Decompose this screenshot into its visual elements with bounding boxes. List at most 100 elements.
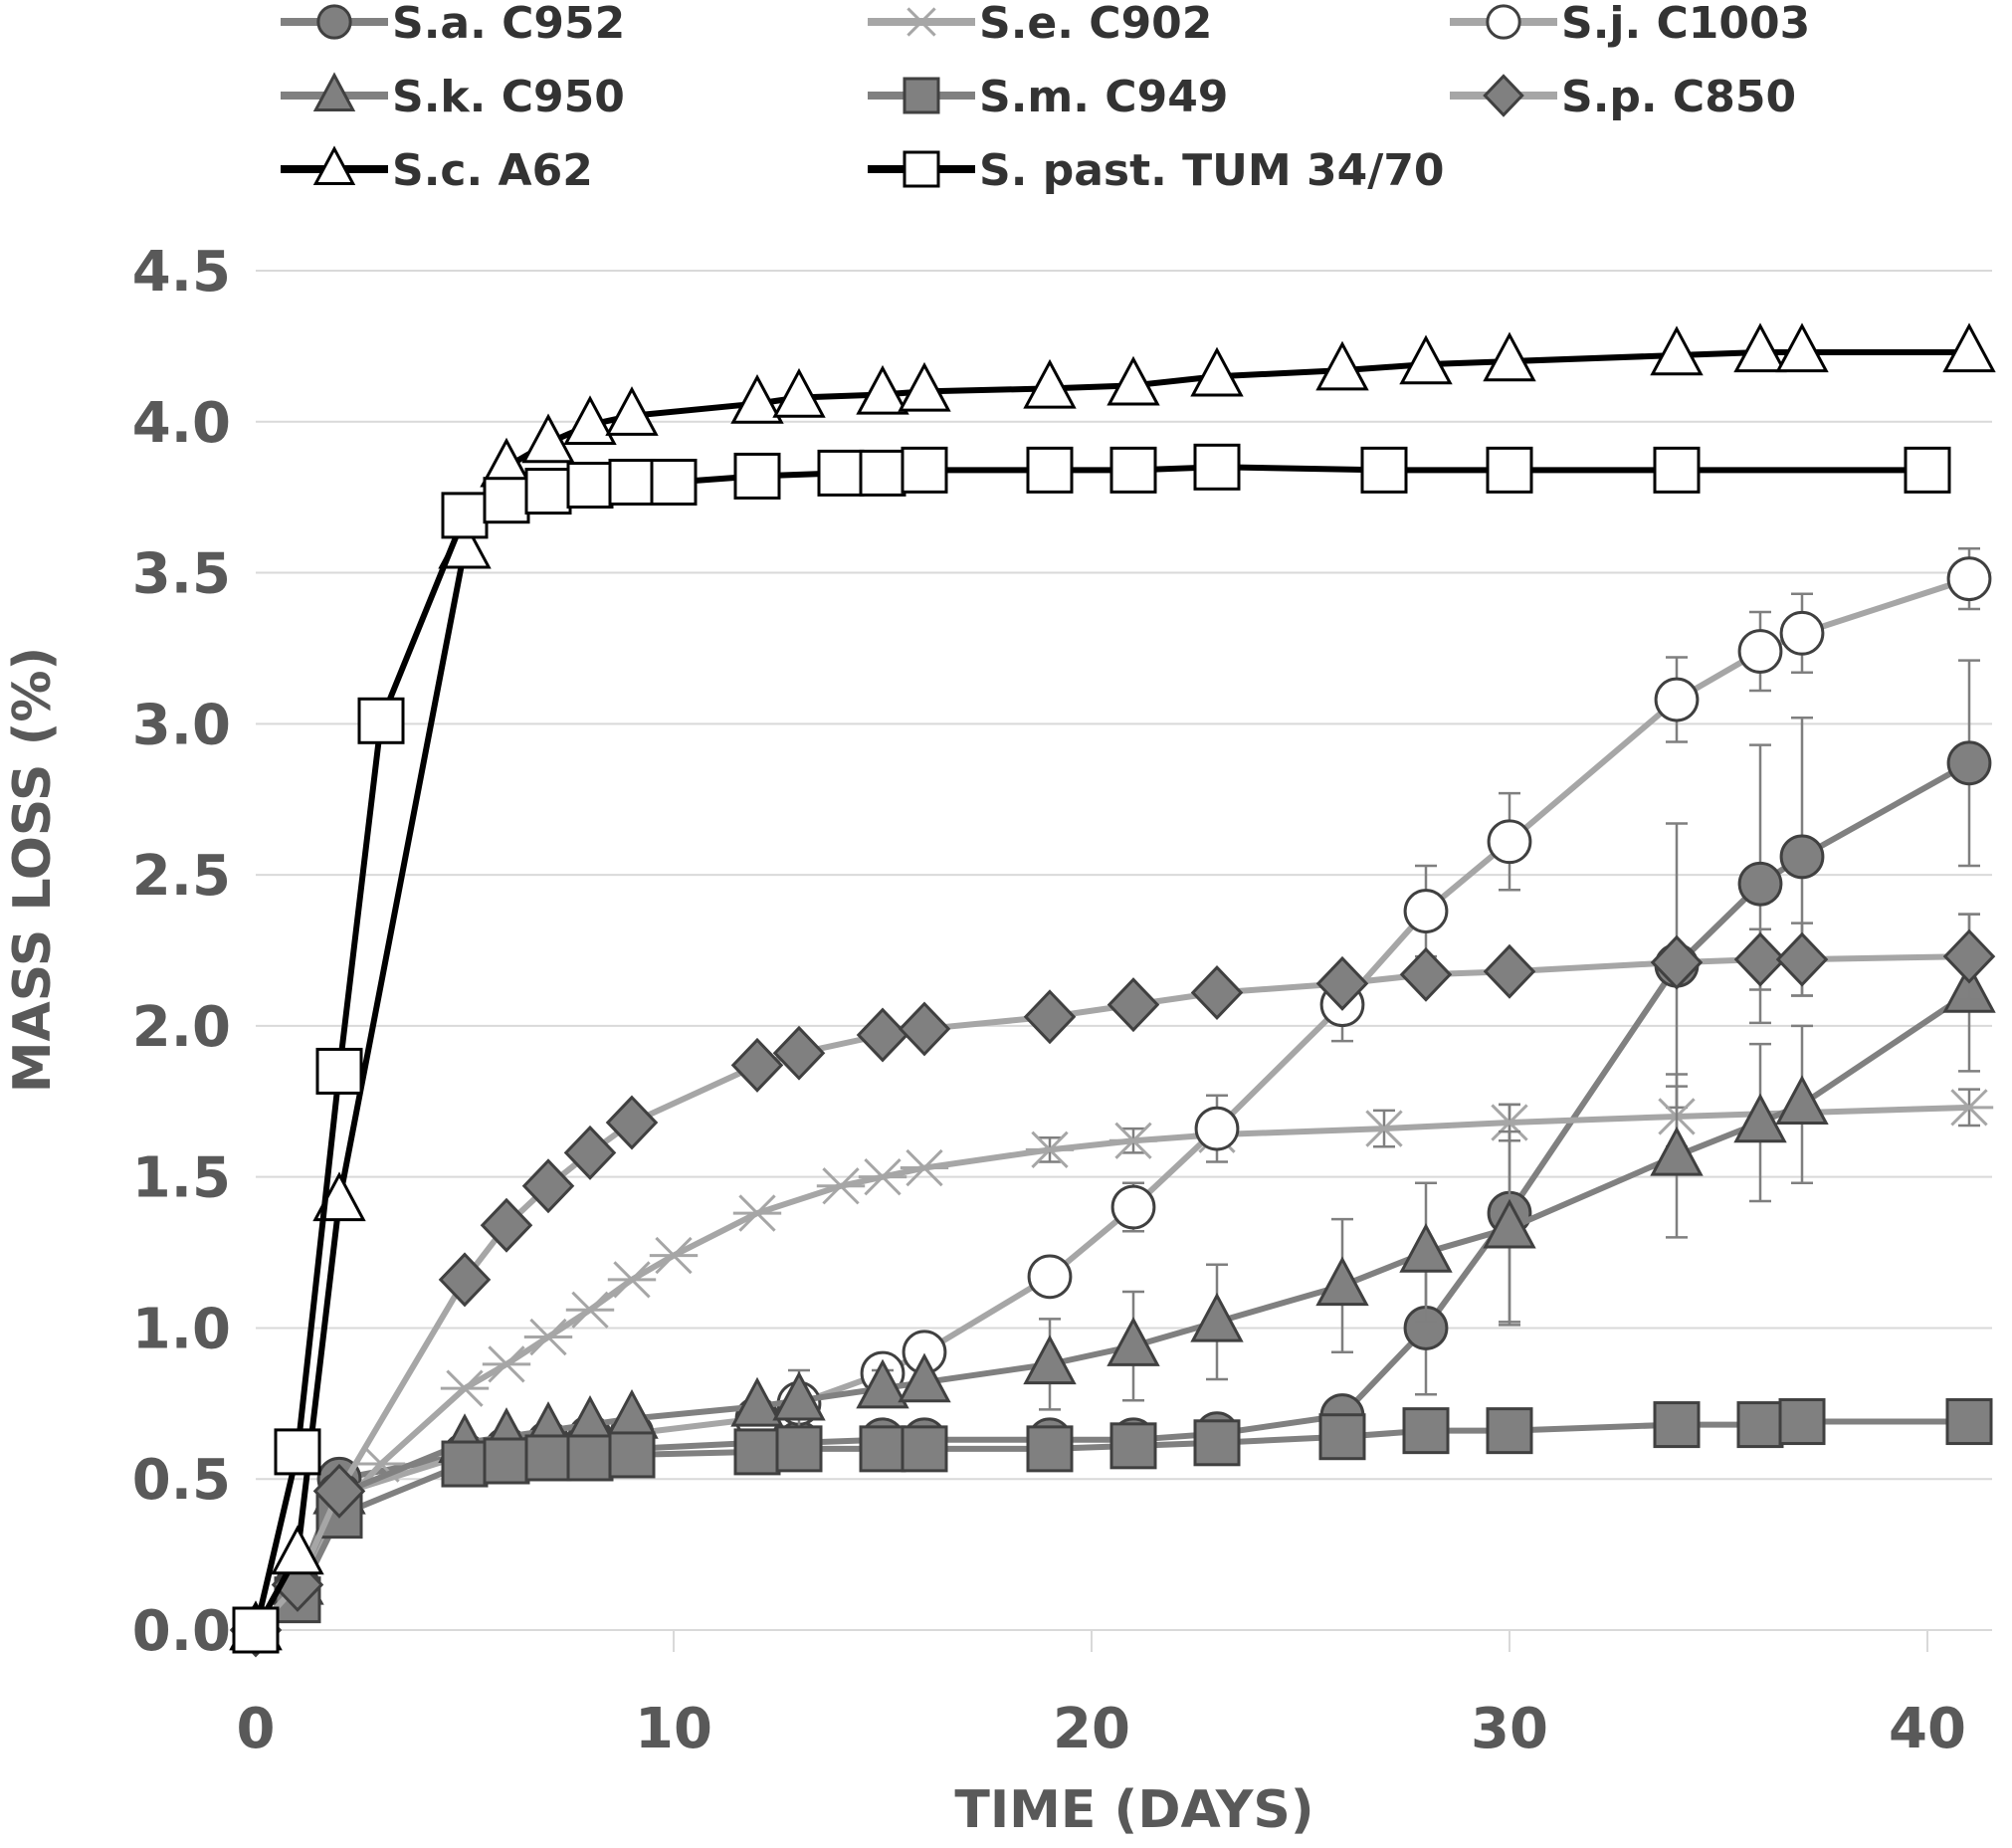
data-point-x xyxy=(1485,1104,1534,1141)
data-point-square xyxy=(1109,446,1157,494)
x-tick-label: 30 xyxy=(1471,1697,1548,1761)
y-tick-label: 2.0 xyxy=(132,995,231,1060)
data-point-triangle xyxy=(1107,1317,1160,1366)
data-point-triangle xyxy=(1775,322,1829,373)
data-point-square xyxy=(357,697,405,744)
data-point-triangle xyxy=(1650,1126,1704,1176)
data-point-x xyxy=(732,1194,782,1232)
data-point-diamond xyxy=(1023,989,1077,1045)
data-point-x xyxy=(858,1158,907,1196)
y-tick-label: 0.5 xyxy=(132,1448,231,1513)
data-point-square xyxy=(566,462,614,510)
series-line xyxy=(253,953,1970,1633)
data-point-square xyxy=(901,446,948,494)
data-point-square xyxy=(232,1606,280,1654)
data-point-x xyxy=(903,7,940,37)
plot-area xyxy=(229,322,1996,1658)
data-point-diamond xyxy=(438,1252,492,1308)
data-point-square xyxy=(1360,446,1408,494)
data-point-diamond xyxy=(1483,943,1536,999)
data-point-square xyxy=(1736,1401,1784,1449)
series-line xyxy=(253,760,1971,1633)
data-point-square xyxy=(483,1437,530,1485)
data-point-diamond xyxy=(521,1158,575,1214)
data-point-diamond xyxy=(1107,977,1160,1033)
y-tick-label: 0.0 xyxy=(132,1599,231,1664)
data-point-triangle xyxy=(772,367,826,418)
legend-label: S.a. C952 xyxy=(392,0,625,49)
legend-label: S. past. TUM 34/70 xyxy=(979,145,1445,196)
data-point-x xyxy=(1359,1110,1409,1147)
data-point-circle xyxy=(316,4,352,40)
data-point-triangle xyxy=(730,373,784,424)
data-point-triangle xyxy=(605,386,659,436)
data-point-x xyxy=(1108,1122,1158,1159)
data-point-triangle xyxy=(312,145,356,185)
data-point-diamond xyxy=(312,1463,366,1519)
data-point-square xyxy=(859,1425,906,1473)
data-point-triangle xyxy=(271,1525,324,1575)
data-point-diamond xyxy=(1399,946,1453,1002)
data-point-x xyxy=(482,1345,531,1383)
data-point-triangle xyxy=(1775,1075,1829,1126)
data-point-triangle xyxy=(772,1370,826,1421)
data-point-triangle xyxy=(1733,1093,1787,1143)
data-point-triangle xyxy=(856,364,909,415)
data-point-diamond xyxy=(1733,931,1787,987)
data-point-x xyxy=(440,1369,490,1407)
data-point-square xyxy=(1402,1407,1450,1455)
data-point-square xyxy=(566,1434,614,1482)
data-point-triangle xyxy=(1190,346,1244,397)
data-point-square xyxy=(1026,446,1074,494)
data-point-square xyxy=(733,1428,781,1476)
data-point-square xyxy=(817,449,865,497)
data-point-diamond xyxy=(1190,965,1244,1020)
data-point-square xyxy=(1026,1425,1074,1473)
x-tick-label: 0 xyxy=(237,1697,276,1761)
data-point-square xyxy=(775,1425,823,1473)
data-point-triangle xyxy=(856,1358,909,1409)
legend-entry: S.j. C1003 xyxy=(1450,0,1810,49)
data-point-square xyxy=(1653,1401,1701,1449)
y-tick-label: 4.5 xyxy=(132,240,231,305)
data-point-square xyxy=(1945,1398,1993,1446)
data-point-square xyxy=(1193,1419,1241,1467)
y-tick-label: 3.0 xyxy=(132,693,231,757)
data-point-circle xyxy=(1487,819,1532,865)
data-point-x xyxy=(649,1236,699,1275)
y-tick-label: 1.0 xyxy=(132,1297,231,1361)
series-s-p-c850 xyxy=(229,913,1996,1658)
y-tick-label: 4.0 xyxy=(132,391,231,456)
legend-entry: S.a. C952 xyxy=(281,0,625,49)
data-point-circle xyxy=(1194,1106,1240,1151)
data-point-square xyxy=(315,1047,363,1095)
legend-entry: S.k. C950 xyxy=(281,72,625,122)
data-point-diamond xyxy=(563,1125,617,1180)
data-point-square xyxy=(608,1431,656,1479)
data-point-diamond xyxy=(730,1037,784,1093)
data-point-triangle xyxy=(730,1376,784,1427)
data-point-square xyxy=(441,1440,489,1488)
y-axis-ticks: 0.0 0.5 1.0 1.5 2.0 2.5 3.0 3.5 4.0 4.5 xyxy=(132,240,231,1664)
data-point-circle xyxy=(1946,556,1992,602)
data-point-square xyxy=(733,452,781,500)
data-point-square xyxy=(524,468,572,515)
data-point-triangle xyxy=(1942,322,1996,373)
data-point-square xyxy=(608,458,656,506)
data-point-circle xyxy=(1779,610,1825,656)
data-point-diamond xyxy=(1483,74,1524,117)
data-point-square xyxy=(441,492,489,539)
data-point-diamond xyxy=(480,1197,533,1253)
data-point-x xyxy=(565,1291,615,1329)
legend-entry: S.m. C949 xyxy=(868,72,1228,122)
data-point-x xyxy=(816,1167,866,1205)
data-point-diamond xyxy=(605,1095,659,1150)
x-axis-title: TIME (DAYS) xyxy=(954,1780,1313,1840)
data-point-circle xyxy=(1486,4,1521,40)
x-axis-ticks: 0 10 20 30 40 xyxy=(237,1630,1966,1761)
data-point-diamond xyxy=(1650,934,1704,990)
data-point-circle xyxy=(1654,677,1700,722)
data-point-square xyxy=(1486,446,1533,494)
data-point-square xyxy=(1109,1422,1157,1470)
data-point-square xyxy=(1778,1398,1826,1446)
